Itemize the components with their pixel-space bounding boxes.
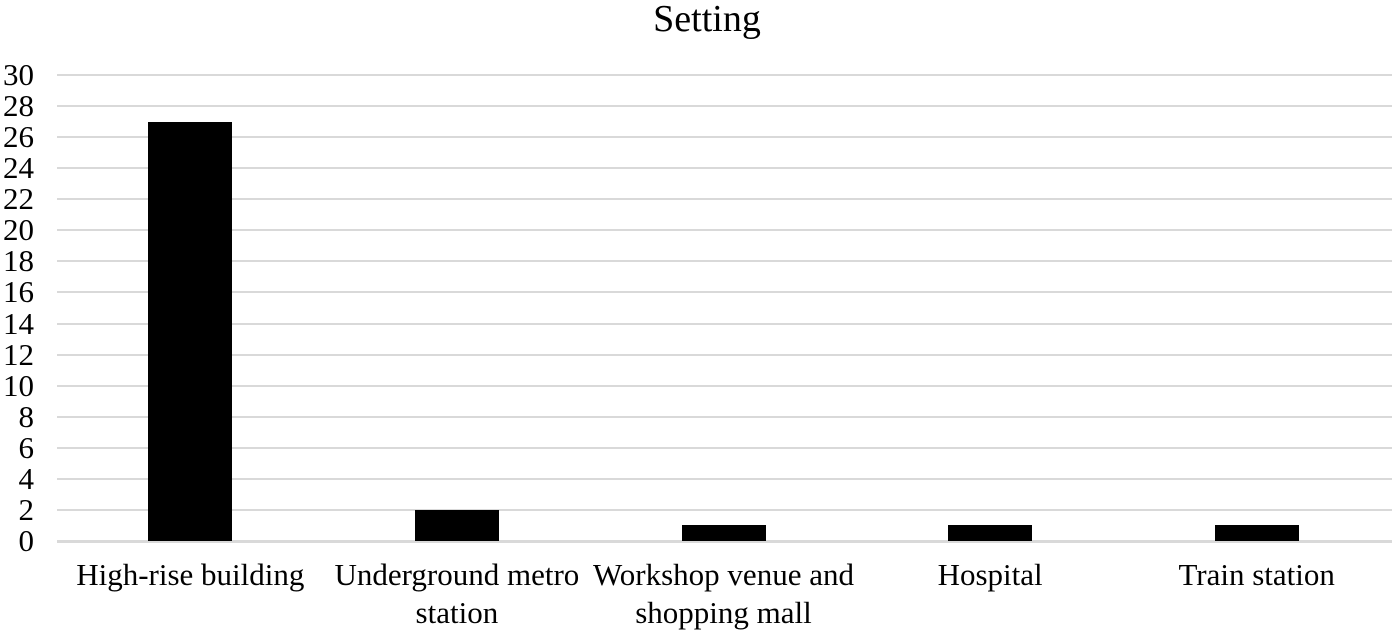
y-tick-label: 20 — [3, 212, 34, 248]
y-tick-label: 0 — [18, 523, 35, 558]
y-tick-label: 14 — [3, 305, 34, 341]
y-tick-label: 12 — [3, 336, 34, 372]
x-category-label: Underground metro station — [334, 557, 580, 630]
y-tick-label: 16 — [3, 274, 34, 310]
gridline — [57, 105, 1392, 108]
y-tick-label: 2 — [18, 491, 35, 527]
x-category-label: High-rise building — [76, 557, 305, 592]
y-tick-label: 26 — [3, 119, 34, 155]
gridline — [57, 353, 1392, 356]
x-axis-line — [57, 540, 1392, 543]
gridline — [57, 74, 1392, 76]
gridline — [57, 508, 1392, 511]
chart-title: Setting — [653, 0, 761, 40]
y-tick-label: 28 — [3, 88, 34, 124]
y-tick-label: 4 — [18, 460, 35, 496]
y-tick-label: 8 — [18, 398, 35, 434]
gridline — [57, 136, 1392, 139]
gridline — [57, 384, 1392, 387]
y-tick-label: 22 — [3, 181, 34, 217]
y-tick-label: 18 — [3, 243, 34, 279]
x-category-label: Train station — [1178, 557, 1335, 592]
gridline — [57, 322, 1392, 325]
gridline — [57, 477, 1392, 480]
bar — [948, 525, 1033, 541]
gridline — [57, 229, 1392, 232]
y-tick-label: 6 — [18, 429, 35, 465]
y-tick-label: 24 — [3, 150, 34, 186]
bar — [681, 525, 766, 541]
gridline — [57, 446, 1392, 449]
y-tick-label: 10 — [3, 367, 34, 403]
gridline — [57, 167, 1392, 170]
bar — [414, 509, 499, 541]
gridline — [57, 291, 1392, 294]
gridline — [57, 260, 1392, 263]
y-tick-label: 30 — [3, 57, 34, 92]
bar — [148, 121, 233, 541]
gridline — [57, 198, 1392, 201]
x-category-label: Workshop venue and shopping mall — [593, 557, 854, 630]
x-category-label: Hospital — [937, 557, 1043, 592]
gridline — [57, 415, 1392, 418]
bar — [1214, 525, 1299, 541]
